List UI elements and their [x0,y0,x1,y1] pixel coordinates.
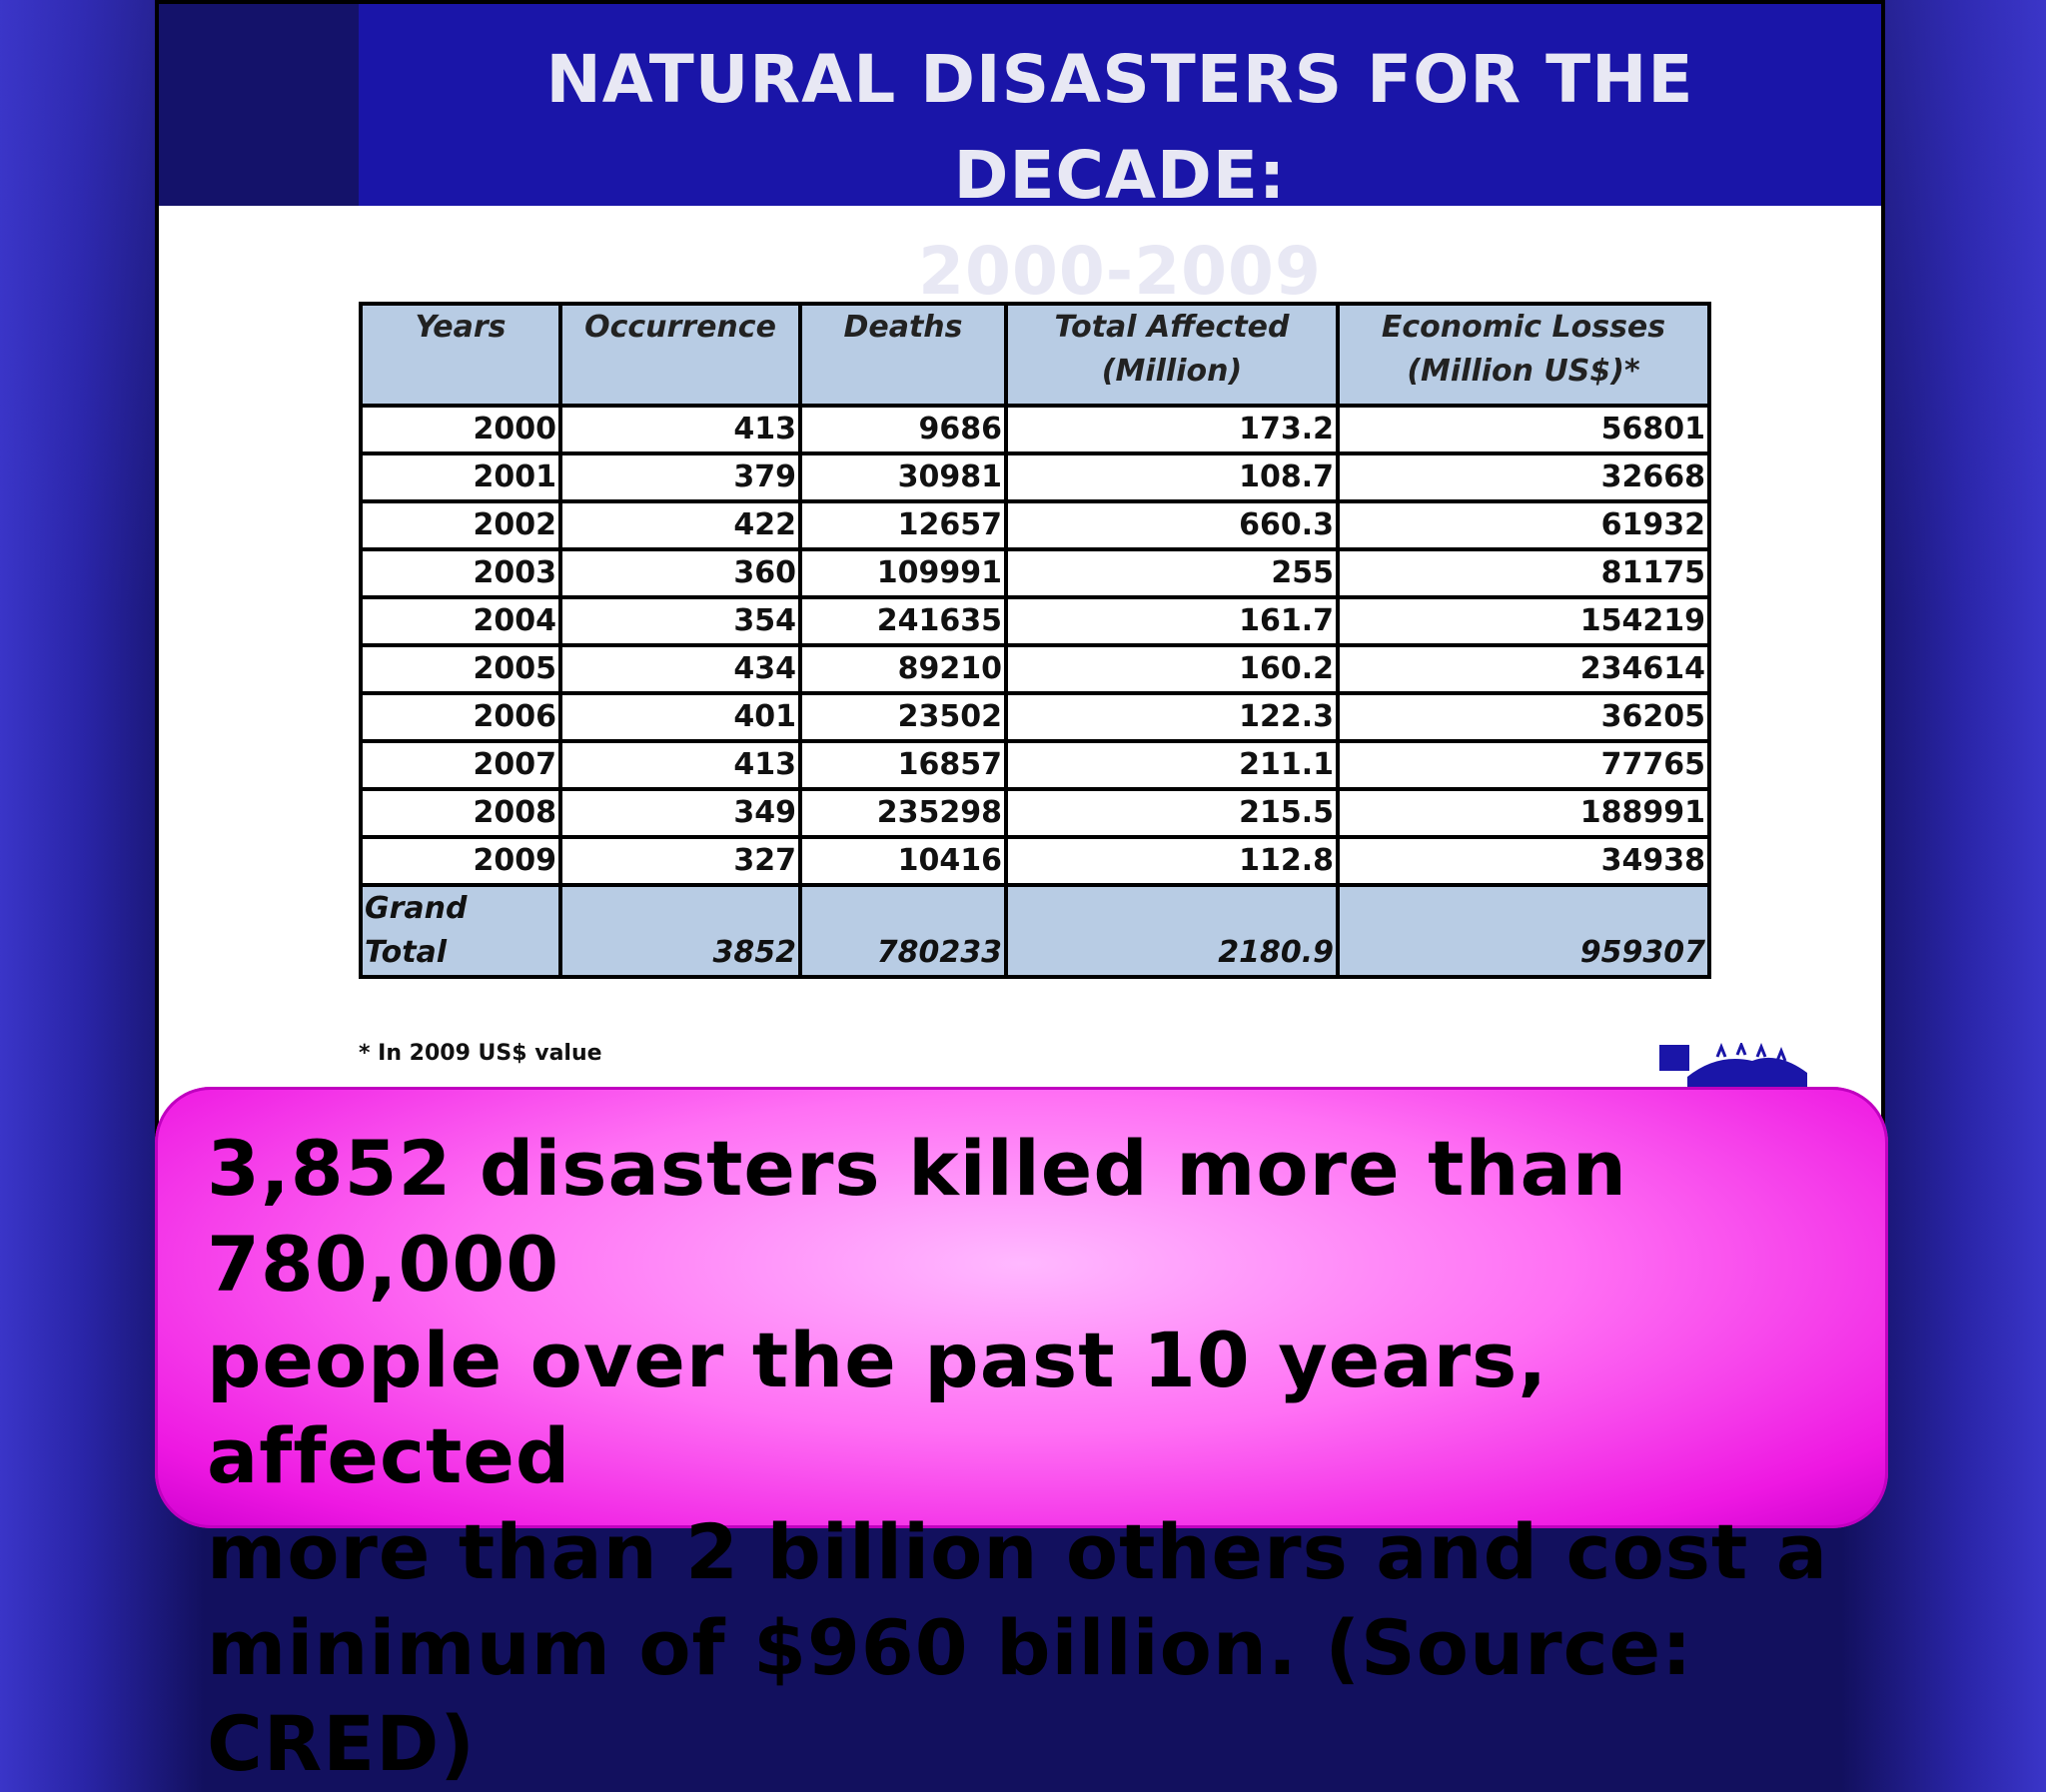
callout-line-4: minimum of $960 billion. (Source: CRED) [207,1603,1693,1788]
cell-occurrence: 413 [558,739,802,791]
cell-losses: 234614 [1336,643,1711,695]
cell-affected: 211.1 [1004,739,1340,791]
header-occurrence: Occurrence [558,302,802,408]
cell-affected: 112.8 [1004,835,1340,887]
cell-year: 2008 [359,787,562,839]
cell-losses: 34938 [1336,835,1711,887]
cell-affected: 160.2 [1004,643,1340,695]
header-deaths: Deaths [798,302,1008,408]
callout-text: 3,852 disasters killed more than 780,000… [207,1121,1848,1792]
cell-affected: 161.7 [1004,595,1340,647]
cell-year: 2009 [359,835,562,887]
grand-total-row: Grand Total 3852 780233 2180.9 959307 [359,883,1711,979]
cell-occurrence: 401 [558,691,802,743]
cell-deaths: 16857 [798,739,1008,791]
cell-losses: 77765 [1336,739,1711,791]
callout-line-1: 3,852 disasters killed more than 780,000 [207,1124,1627,1309]
cell-deaths: 23502 [798,691,1008,743]
cell-deaths: 235298 [798,787,1008,839]
cell-deaths: 241635 [798,595,1008,647]
table-row: 2001 379 30981 108.7 32668 [359,451,1711,503]
title-line-1: NATURAL DISASTERS FOR THE DECADE: [545,41,1694,214]
slide-title: NATURAL DISASTERS FOR THE DECADE: 2000-2… [399,32,1841,320]
cell-year: 2003 [359,547,562,599]
cell-affected: 108.7 [1004,451,1340,503]
cell-year: 2004 [359,595,562,647]
cell-occurrence: 354 [558,595,802,647]
total-deaths: 780233 [798,883,1008,979]
cell-losses: 36205 [1336,691,1711,743]
cell-deaths: 109991 [798,547,1008,599]
header-years: Years [359,302,562,408]
cell-losses: 56801 [1336,404,1711,455]
cell-occurrence: 327 [558,835,802,887]
cell-year: 2001 [359,451,562,503]
cell-affected: 173.2 [1004,404,1340,455]
cell-occurrence: 349 [558,787,802,839]
cell-losses: 188991 [1336,787,1711,839]
cell-deaths: 10416 [798,835,1008,887]
cell-occurrence: 413 [558,404,802,455]
cell-year: 2000 [359,404,562,455]
cell-year: 2006 [359,691,562,743]
table-row: 2006 401 23502 122.3 36205 [359,691,1711,743]
table-row: 2002 422 12657 660.3 61932 [359,499,1711,551]
slide-header: NATURAL DISASTERS FOR THE DECADE: 2000-2… [159,4,1881,310]
cell-occurrence: 379 [558,451,802,503]
total-losses: 959307 [1336,883,1711,979]
slide-frame: NATURAL DISASTERS FOR THE DECADE: 2000-2… [155,0,1885,1304]
header-accent-block [159,4,359,206]
callout-line-3: more than 2 billion others and cost a [207,1507,1829,1596]
disaster-table: Years Occurrence Deaths Total Affected (M… [359,302,1711,979]
cell-year: 2002 [359,499,562,551]
table-row: 2000 413 9686 173.2 56801 [359,404,1711,455]
cell-occurrence: 422 [558,499,802,551]
cell-affected: 255 [1004,547,1340,599]
table-row: 2009 327 10416 112.8 34938 [359,835,1711,887]
cell-occurrence: 434 [558,643,802,695]
cell-losses: 32668 [1336,451,1711,503]
title-line-2: 2000-2009 [918,233,1322,310]
cell-losses: 81175 [1336,547,1711,599]
cell-deaths: 30981 [798,451,1008,503]
cell-deaths: 89210 [798,643,1008,695]
cell-deaths: 12657 [798,499,1008,551]
cell-losses: 61932 [1336,499,1711,551]
header-economic-losses: Economic Losses (Million US$)* [1336,302,1711,408]
cell-deaths: 9686 [798,404,1008,455]
total-occurrence: 3852 [558,883,802,979]
total-affected: 2180.9 [1004,883,1340,979]
table-row: 2007 413 16857 211.1 77765 [359,739,1711,791]
callout-line-2: people over the past 10 years, affected [207,1316,1548,1500]
cell-affected: 215.5 [1004,787,1340,839]
cell-year: 2007 [359,739,562,791]
cell-affected: 660.3 [1004,499,1340,551]
disaster-table-wrapper: Years Occurrence Deaths Total Affected (M… [359,302,1711,979]
cell-affected: 122.3 [1004,691,1340,743]
table-row: 2005 434 89210 160.2 234614 [359,643,1711,695]
cell-year: 2005 [359,643,562,695]
summary-callout: 3,852 disasters killed more than 780,000… [155,1087,1888,1788]
table-footnote: * In 2009 US$ value [359,1041,602,1066]
table-row: 2004 354 241635 161.7 154219 [359,595,1711,647]
table-row: 2003 360 109991 255 81175 [359,547,1711,599]
header-total-affected: Total Affected (Million) [1004,302,1340,408]
table-row: 2008 349 235298 215.5 188991 [359,787,1711,839]
cell-losses: 154219 [1336,595,1711,647]
cell-occurrence: 360 [558,547,802,599]
table-header-row: Years Occurrence Deaths Total Affected (M… [359,302,1711,408]
total-label: Grand Total [359,883,562,979]
